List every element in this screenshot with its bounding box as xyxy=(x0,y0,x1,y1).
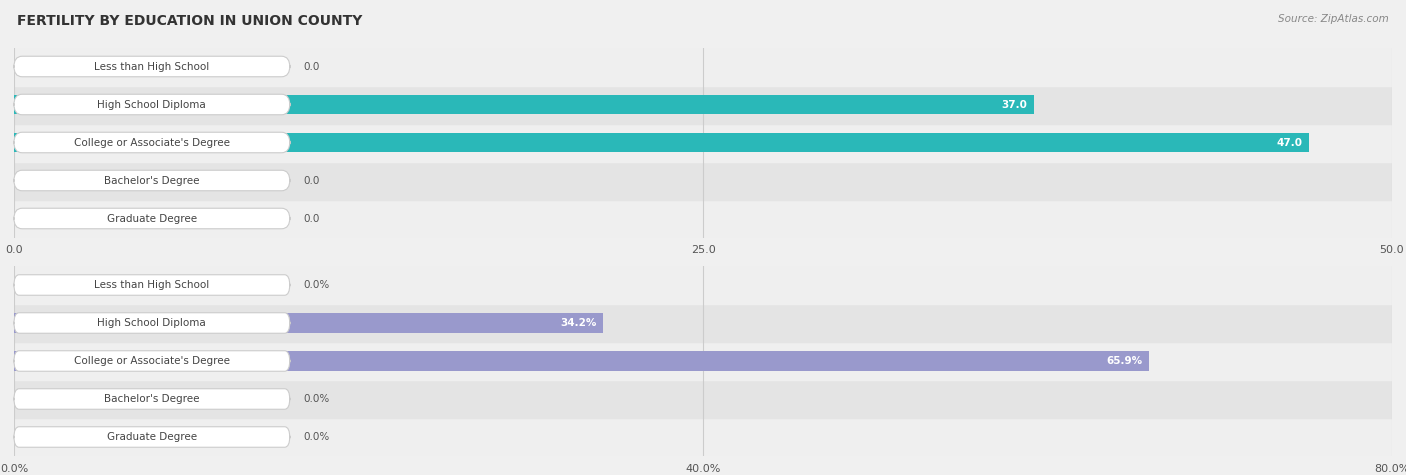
Text: Less than High School: Less than High School xyxy=(94,280,209,290)
Text: Graduate Degree: Graduate Degree xyxy=(107,432,197,442)
Text: 0.0: 0.0 xyxy=(304,61,319,72)
Text: 0.0%: 0.0% xyxy=(304,432,329,442)
FancyBboxPatch shape xyxy=(14,56,290,77)
FancyBboxPatch shape xyxy=(14,351,290,371)
Bar xyxy=(14,342,1392,380)
Text: Source: ZipAtlas.com: Source: ZipAtlas.com xyxy=(1278,14,1389,24)
Bar xyxy=(14,351,1149,371)
Text: 37.0: 37.0 xyxy=(1001,99,1026,110)
Text: College or Associate's Degree: College or Associate's Degree xyxy=(75,356,229,366)
Bar xyxy=(14,418,1392,456)
FancyBboxPatch shape xyxy=(14,208,290,229)
Text: Graduate Degree: Graduate Degree xyxy=(107,213,197,224)
Text: High School Diploma: High School Diploma xyxy=(97,318,207,328)
Bar xyxy=(14,95,1033,114)
Text: Bachelor's Degree: Bachelor's Degree xyxy=(104,394,200,404)
Text: FERTILITY BY EDUCATION IN UNION COUNTY: FERTILITY BY EDUCATION IN UNION COUNTY xyxy=(17,14,363,28)
Bar xyxy=(14,313,603,333)
Bar xyxy=(14,48,1392,86)
FancyBboxPatch shape xyxy=(14,275,290,295)
Bar xyxy=(14,266,1392,304)
Text: 0.0%: 0.0% xyxy=(304,394,329,404)
FancyBboxPatch shape xyxy=(14,427,290,447)
Bar xyxy=(14,86,1392,124)
FancyBboxPatch shape xyxy=(14,94,290,115)
Bar xyxy=(14,162,1392,199)
Text: College or Associate's Degree: College or Associate's Degree xyxy=(75,137,229,148)
Bar xyxy=(14,304,1392,342)
Bar xyxy=(14,200,1392,238)
Text: 0.0: 0.0 xyxy=(304,175,319,186)
Text: Less than High School: Less than High School xyxy=(94,61,209,72)
Text: 0.0%: 0.0% xyxy=(304,280,329,290)
Text: 47.0: 47.0 xyxy=(1277,137,1302,148)
Bar xyxy=(14,133,1309,152)
FancyBboxPatch shape xyxy=(14,313,290,333)
Bar xyxy=(14,380,1392,418)
Bar xyxy=(14,124,1392,162)
Text: 34.2%: 34.2% xyxy=(560,318,596,328)
FancyBboxPatch shape xyxy=(14,170,290,191)
Text: 65.9%: 65.9% xyxy=(1107,356,1142,366)
Text: Bachelor's Degree: Bachelor's Degree xyxy=(104,175,200,186)
Text: 0.0: 0.0 xyxy=(304,213,319,224)
Text: High School Diploma: High School Diploma xyxy=(97,99,207,110)
FancyBboxPatch shape xyxy=(14,132,290,153)
FancyBboxPatch shape xyxy=(14,389,290,409)
